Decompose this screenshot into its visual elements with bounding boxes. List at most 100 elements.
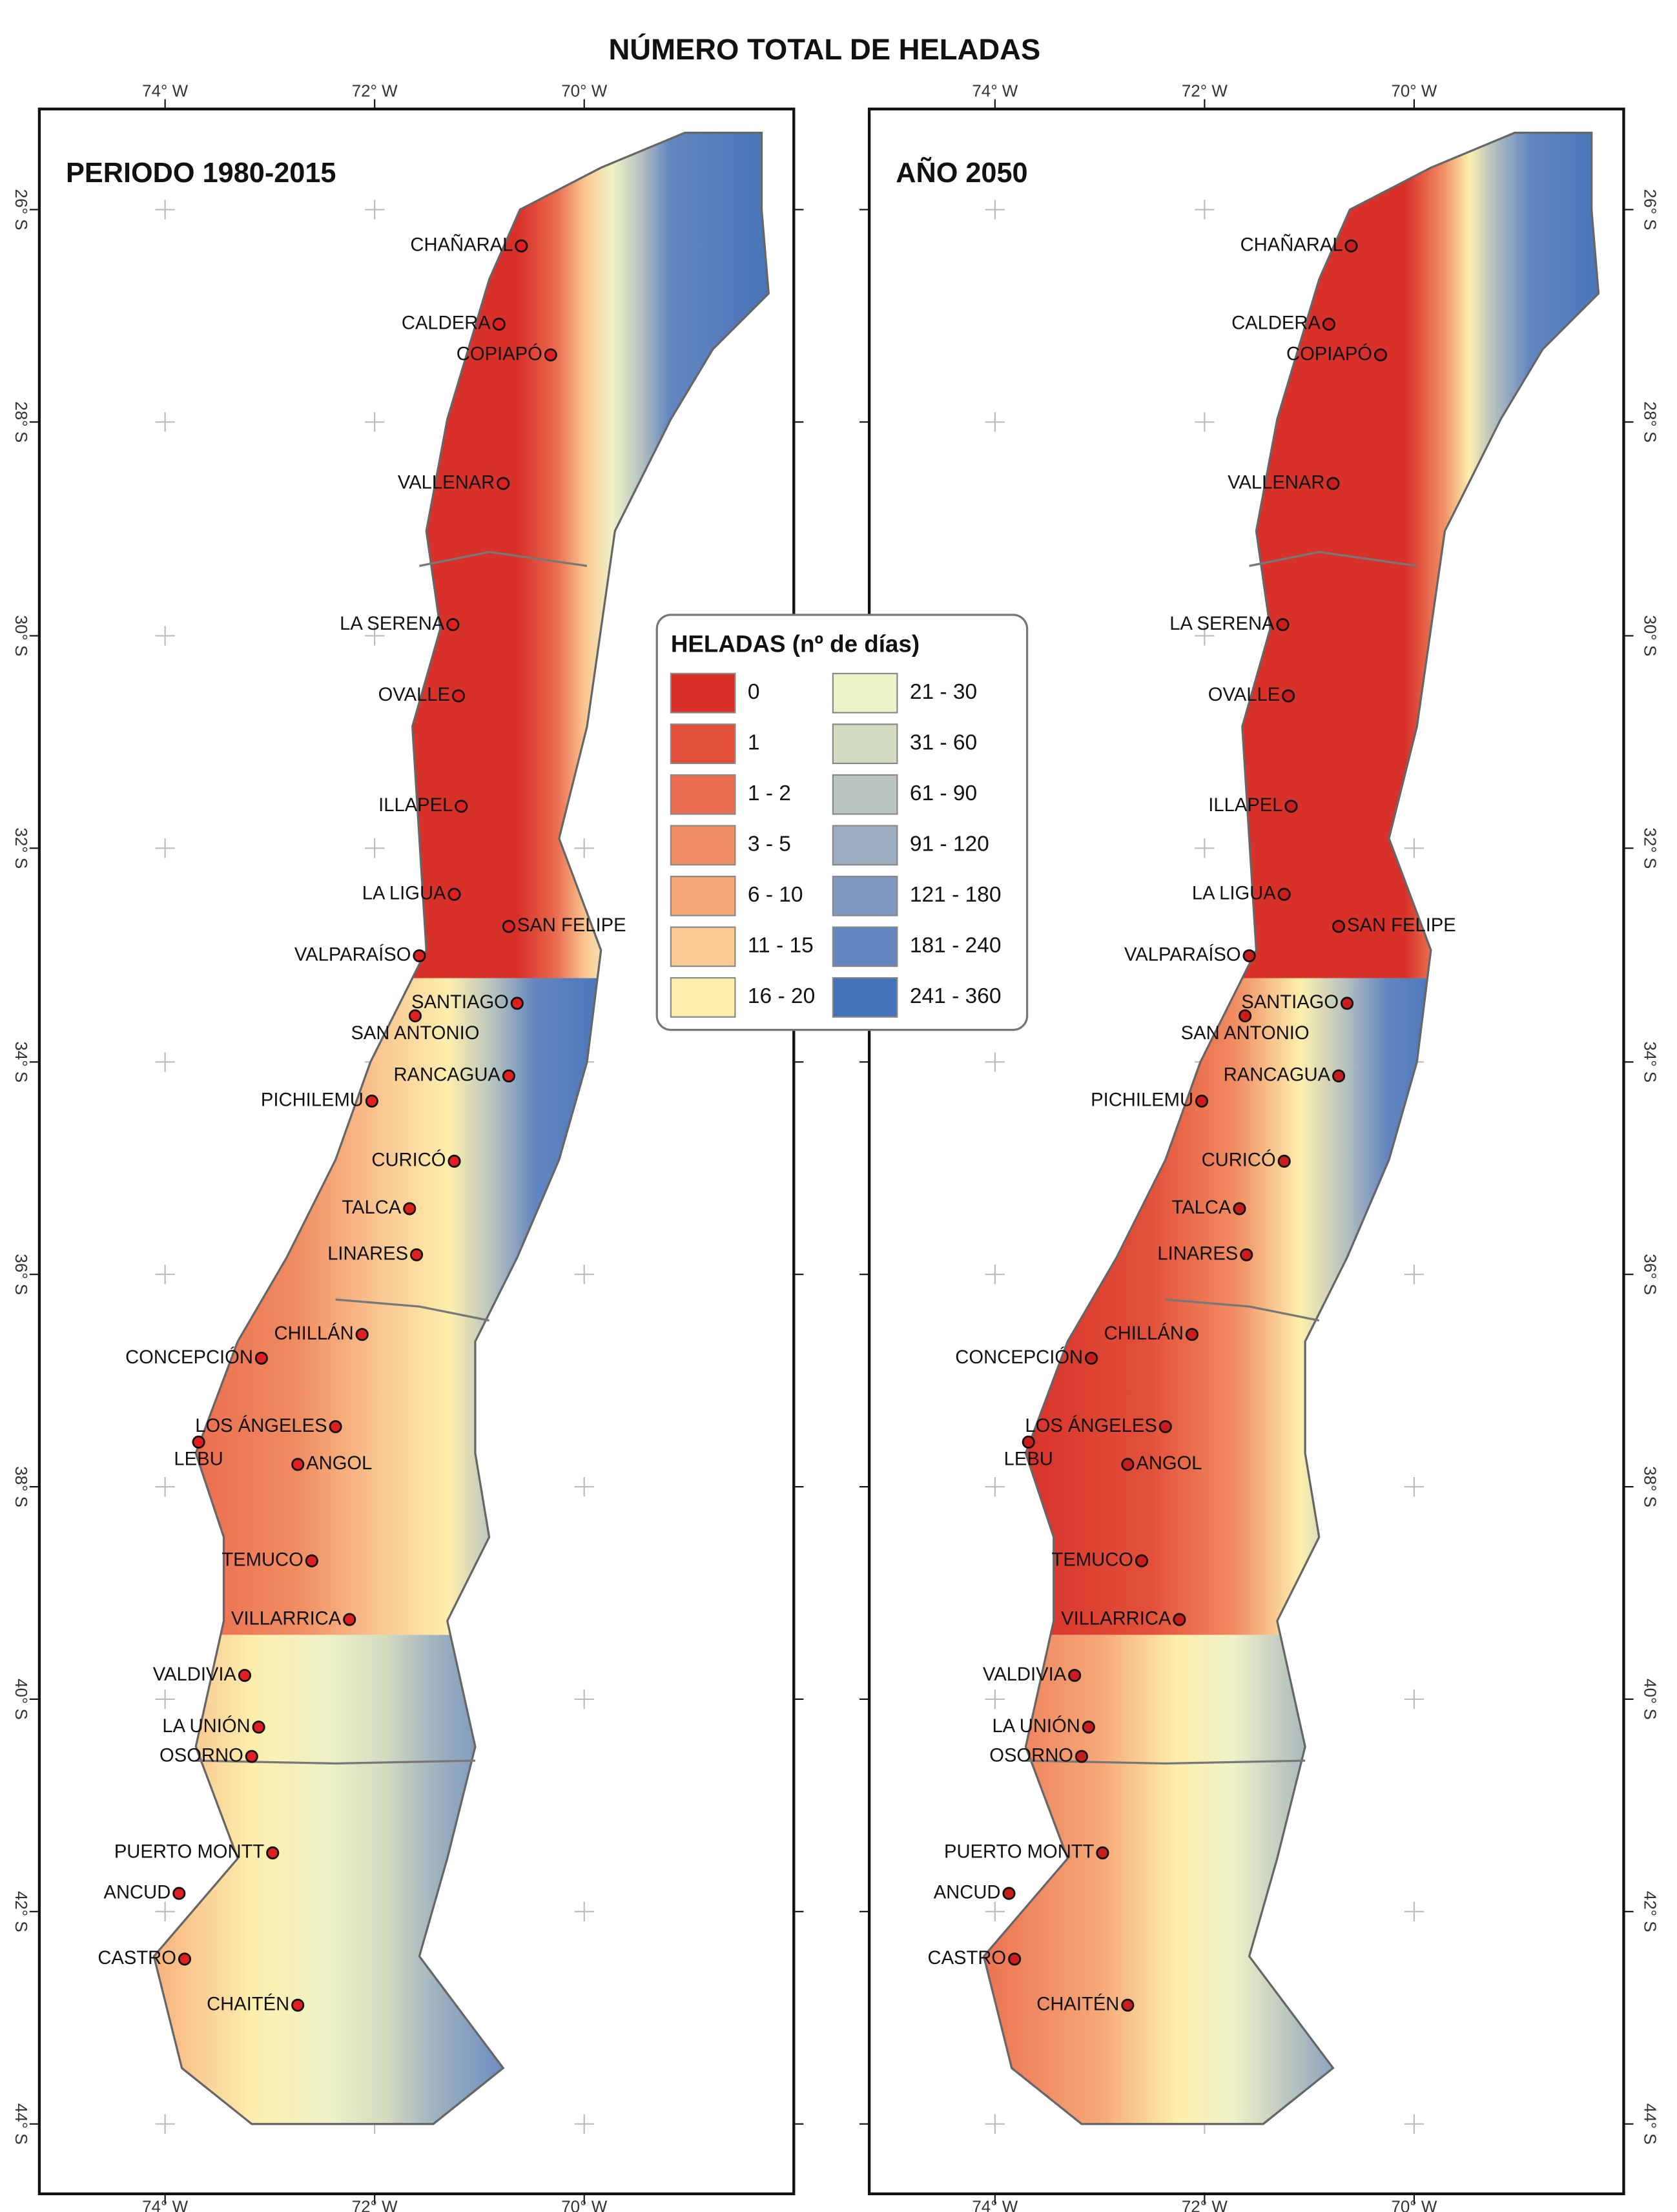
legend-label: 121 - 180 <box>910 883 1002 907</box>
city-marker <box>1284 800 1298 813</box>
graticule-cross <box>574 1901 594 1921</box>
city-label: VALLENAR <box>1228 472 1324 493</box>
graticule-cross <box>1404 2114 1425 2134</box>
region-border <box>419 550 588 567</box>
city-marker <box>446 618 460 632</box>
legend-box <box>655 614 1029 1031</box>
legend-label: 1 <box>748 731 760 755</box>
city-label: SAN ANTONIO <box>351 1023 479 1044</box>
city-marker <box>291 1458 305 1471</box>
graticule-cross <box>574 838 594 858</box>
city-label: TALCA <box>342 1197 401 1218</box>
city-marker <box>266 1846 280 1860</box>
legend-label: 21 - 30 <box>910 680 977 704</box>
city-label: LINARES <box>327 1244 408 1265</box>
region-border <box>1249 550 1417 567</box>
city-marker <box>1242 949 1256 962</box>
graticule-cross <box>1404 1901 1425 1921</box>
city-marker <box>451 689 466 703</box>
city-marker <box>1233 1202 1246 1215</box>
legend-swatch <box>670 977 736 1018</box>
graticule-cross <box>155 1052 175 1072</box>
graticule-cross <box>1404 1476 1425 1497</box>
graticule-cross <box>985 200 1005 220</box>
city-label: CURICÓ <box>1202 1150 1276 1171</box>
city-marker <box>497 477 510 490</box>
legend-label: 61 - 90 <box>910 781 977 805</box>
city-label: OVALLE <box>378 685 450 705</box>
city-label: COPIAPÓ <box>1286 343 1372 364</box>
city-label: CHILLÁN <box>1104 1323 1184 1344</box>
city-marker <box>329 1420 342 1434</box>
city-label: CASTRO <box>98 1948 176 1969</box>
city-label: VALDIVIA <box>983 1664 1067 1685</box>
lon-label: 70° W <box>1391 81 1437 101</box>
lat-label: 38° S <box>12 1466 31 1507</box>
city-marker <box>1135 1554 1149 1567</box>
legend-label: 16 - 20 <box>748 984 815 1008</box>
lat-label: 36° S <box>12 1254 31 1295</box>
city-label: COPIAPÓ <box>457 343 542 364</box>
graticule-cross <box>155 1476 175 1497</box>
graticule-cross <box>1195 626 1215 646</box>
city-label: PICHILEMU <box>1091 1090 1193 1111</box>
city-marker <box>1185 1328 1199 1341</box>
lon-label: 70° W <box>1391 2196 1437 2212</box>
city-marker <box>343 1613 356 1626</box>
legend-swatch <box>670 723 736 765</box>
city-marker <box>1276 618 1290 632</box>
region-border <box>335 1298 489 1322</box>
city-marker <box>254 1351 268 1365</box>
city-label: VALPARAÍSO <box>294 944 411 966</box>
legend-swatch <box>832 774 898 815</box>
graticule-cross <box>155 1901 175 1921</box>
lat-label: 26° S <box>1641 189 1660 231</box>
lat-label: 40° S <box>12 1679 31 1720</box>
graticule-cross <box>985 1052 1005 1072</box>
city-label: LA LIGUA <box>362 883 446 904</box>
city-marker <box>1096 1846 1109 1860</box>
lat-label: 34° S <box>1641 1041 1660 1082</box>
city-marker <box>1340 997 1354 1010</box>
city-label: VALDIVIA <box>153 1664 237 1685</box>
city-label: SANTIAGO <box>1241 992 1339 1013</box>
city-label: PUERTO MONTT <box>114 1842 265 1863</box>
graticule-cross <box>985 412 1005 432</box>
graticule-cross <box>1195 838 1215 858</box>
city-label: PICHILEMU <box>261 1090 364 1111</box>
city-label: CHAITÉN <box>207 1994 289 2015</box>
city-marker <box>1239 1009 1252 1023</box>
city-label: LA LIGUA <box>1192 883 1276 904</box>
figure-title: NÚMERO TOTAL DE HELADAS <box>608 32 1040 66</box>
city-label: LA UNIÓN <box>993 1715 1080 1737</box>
city-marker <box>1173 1613 1186 1626</box>
map-panel: 74° W 74° W 72° W 72° W 70° W 70° W 26° S 28° S… <box>859 81 1660 2212</box>
graticule-cross <box>155 838 175 858</box>
city-marker <box>510 997 524 1010</box>
lat-label: 30° S <box>1641 615 1660 657</box>
legend-title: HELADAS (nº de días) <box>671 630 920 657</box>
graticule-cross <box>365 838 385 858</box>
lat-label: 34° S <box>12 1041 31 1082</box>
city-label: SANTIAGO <box>411 992 509 1013</box>
city-marker <box>1008 1952 1022 1966</box>
lon-label: 74° W <box>972 2196 1018 2212</box>
lat-label: 32° S <box>12 827 31 869</box>
legend-swatch <box>832 926 898 967</box>
lat-label: 36° S <box>1641 1254 1660 1295</box>
city-marker <box>502 920 515 933</box>
legend-swatch <box>670 926 736 967</box>
city-label: LOS ÁNGELES <box>1025 1415 1157 1436</box>
city-label: CURICÓ <box>371 1150 446 1171</box>
legend-label: 31 - 60 <box>910 731 977 755</box>
lat-label: 30° S <box>12 615 31 657</box>
graticule-cross <box>155 2114 175 2134</box>
graticule-cross <box>1404 838 1425 858</box>
city-marker <box>502 1069 515 1083</box>
city-label: LEBU <box>1004 1449 1053 1470</box>
lon-label: 74° W <box>972 81 1018 101</box>
graticule-cross <box>985 2114 1005 2134</box>
city-marker <box>1344 239 1358 253</box>
city-marker <box>1121 1458 1135 1471</box>
city-marker <box>1277 1154 1291 1168</box>
